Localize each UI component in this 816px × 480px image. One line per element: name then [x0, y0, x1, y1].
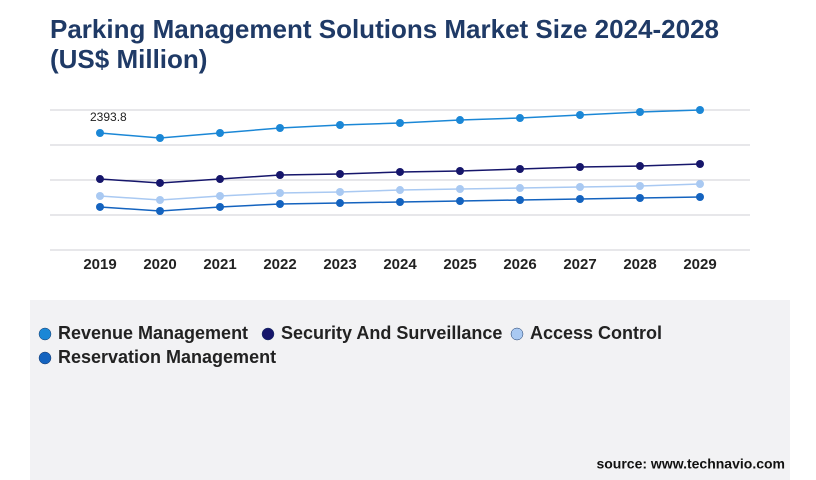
data-point	[696, 180, 704, 189]
data-point	[276, 200, 284, 209]
data-label: 2393.8	[90, 110, 127, 124]
x-tick-label: 2025	[443, 256, 476, 273]
data-point	[276, 123, 284, 132]
data-point	[96, 191, 104, 200]
x-tick-label: 2019	[83, 256, 116, 273]
legend-label: Revenue Management	[58, 323, 248, 343]
data-point	[276, 189, 284, 198]
data-point	[336, 169, 344, 178]
data-point	[456, 197, 464, 206]
data-point	[456, 167, 464, 176]
x-tick-label: 2026	[503, 256, 536, 273]
legend-label: Reservation Management	[58, 347, 276, 367]
chart-title: Parking Management Solutions Market Size…	[50, 14, 720, 74]
source: source: www.technavio.com	[596, 456, 785, 472]
x-tick-label: 2023	[323, 256, 356, 273]
data-point	[636, 193, 644, 202]
x-tick-label: 2020	[143, 256, 176, 273]
data-point	[576, 110, 584, 119]
data-point	[396, 167, 404, 176]
data-point	[516, 114, 524, 123]
data-point	[696, 160, 704, 169]
data-point	[336, 121, 344, 130]
data-point	[96, 175, 104, 184]
data-point	[696, 106, 704, 114]
x-tick-label: 2022	[263, 256, 296, 273]
data-point	[636, 108, 644, 117]
data-point	[636, 162, 644, 171]
legend-marker	[38, 351, 52, 365]
data-point	[216, 202, 224, 211]
legend-label: Security And Surveillance	[281, 323, 502, 343]
x-tick-label: 2029	[683, 256, 716, 273]
x-tick-label: 2027	[563, 256, 596, 273]
legend-marker	[261, 327, 275, 341]
data-point	[336, 199, 344, 208]
x-tick-label: 2024	[383, 256, 417, 273]
data-point	[396, 197, 404, 206]
legend-panel	[30, 300, 790, 480]
data-point	[276, 171, 284, 180]
data-point	[576, 195, 584, 204]
data-point	[696, 193, 704, 202]
data-point	[156, 206, 164, 215]
data-point	[636, 182, 644, 191]
data-point	[456, 116, 464, 125]
data-point	[156, 134, 164, 143]
data-point	[516, 165, 524, 174]
data-point	[516, 184, 524, 193]
legend-marker	[510, 327, 524, 341]
data-point	[396, 186, 404, 195]
data-point	[216, 175, 224, 184]
data-point	[396, 119, 404, 128]
data-point	[456, 184, 464, 193]
legend-marker	[38, 327, 52, 341]
x-tick-label: 2028	[623, 256, 656, 273]
data-point	[216, 191, 224, 200]
data-point	[156, 178, 164, 187]
x-tick-label: 2021	[203, 256, 236, 273]
data-point	[336, 187, 344, 196]
data-point	[516, 195, 524, 204]
data-point	[156, 195, 164, 204]
data-point	[96, 202, 104, 211]
data-point	[576, 182, 584, 191]
data-point	[96, 128, 104, 137]
legend-label: Access Control	[530, 323, 662, 343]
data-point	[576, 162, 584, 171]
data-point	[216, 128, 224, 137]
